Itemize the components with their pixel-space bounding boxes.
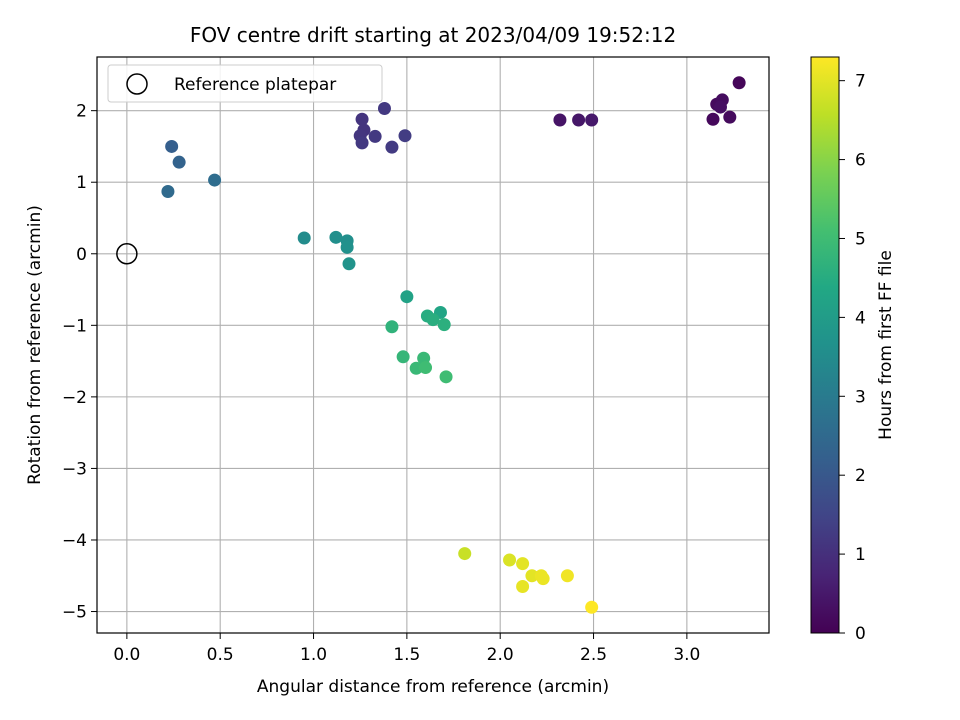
data-point xyxy=(355,136,369,150)
data-point xyxy=(297,231,311,245)
reference-platepar-marker xyxy=(116,243,138,265)
colorbar-tick-label: 2 xyxy=(855,466,866,486)
colorbar-tick-label: 7 xyxy=(855,72,866,92)
data-point xyxy=(525,569,539,583)
legend-box xyxy=(107,64,383,103)
x-tick-label: 2.5 xyxy=(580,645,607,665)
data-point xyxy=(355,112,369,126)
x-tick-label: 1.5 xyxy=(393,645,420,665)
data-point xyxy=(161,185,175,199)
colorbar-tick-label: 0 xyxy=(855,624,866,644)
data-point xyxy=(437,318,451,332)
data-point xyxy=(458,547,472,561)
y-tick-label: −1 xyxy=(62,316,87,336)
data-point xyxy=(340,240,354,254)
x-tick-label: 1.0 xyxy=(300,645,327,665)
data-point xyxy=(368,129,382,143)
legend-entry: Reference platepar xyxy=(174,75,336,95)
data-point xyxy=(723,110,737,124)
data-point xyxy=(503,553,517,567)
data-point xyxy=(439,370,453,384)
colorbar-frame xyxy=(810,56,840,634)
x-tick-label: 3.0 xyxy=(673,645,700,665)
data-point xyxy=(516,579,530,593)
data-point xyxy=(385,320,399,334)
y-axis-label: Rotation from reference (arcmin) xyxy=(25,205,45,485)
data-point xyxy=(426,313,440,327)
y-tick-label: 2 xyxy=(76,102,87,122)
data-point xyxy=(377,102,391,116)
data-point xyxy=(385,140,399,154)
plot-area xyxy=(97,57,769,633)
data-point xyxy=(419,361,433,375)
y-axis-ticks: 2 1 0 −1 −2 −3 −4 −5 xyxy=(62,102,97,623)
colorbar-label: Hours from first FF file xyxy=(876,250,896,440)
grid xyxy=(97,57,769,633)
y-tick-label: 0 xyxy=(76,245,87,265)
data-point xyxy=(400,290,414,304)
y-tick-label: −5 xyxy=(62,603,87,623)
y-tick-label: −4 xyxy=(62,531,87,551)
data-point xyxy=(572,113,586,127)
data-point xyxy=(732,76,746,90)
data-point xyxy=(585,113,599,127)
chart-title: FOV centre drift starting at 2023/04/09 … xyxy=(190,23,676,47)
data-point xyxy=(516,557,530,571)
colorbar-tick-label: 1 xyxy=(855,545,866,565)
data-point xyxy=(560,569,574,583)
data-point xyxy=(409,361,423,375)
colorbar-tick-label: 5 xyxy=(855,229,866,249)
colorbar-ticks: 0 1 2 3 4 5 6 7 xyxy=(839,72,866,644)
data-point xyxy=(706,112,720,126)
data-point xyxy=(713,100,727,114)
x-axis-label: Angular distance from reference (arcmin) xyxy=(257,677,609,697)
y-tick-label: −2 xyxy=(62,388,87,408)
legend: Reference platepar xyxy=(107,64,383,103)
data-point xyxy=(553,113,567,127)
data-point xyxy=(342,257,356,271)
plot-frame xyxy=(96,56,770,634)
data-points xyxy=(161,76,746,614)
data-point xyxy=(398,129,412,143)
data-point xyxy=(329,230,343,244)
data-point xyxy=(396,350,410,364)
colorbar-tick-label: 6 xyxy=(855,151,866,171)
colorbar-tick-label: 3 xyxy=(855,387,866,407)
data-point xyxy=(536,572,550,586)
y-tick-label: −3 xyxy=(62,459,87,479)
legend-reference-marker xyxy=(126,73,148,95)
colorbar-tick-label: 4 xyxy=(855,308,866,328)
data-point xyxy=(165,139,179,153)
x-tick-label: 2.0 xyxy=(487,645,514,665)
data-point xyxy=(585,600,599,614)
x-tick-label: 0.5 xyxy=(207,645,234,665)
data-point xyxy=(172,155,186,169)
y-tick-label: 1 xyxy=(76,173,87,193)
data-point xyxy=(208,173,222,187)
x-axis-ticks: 0.0 0.5 1.0 1.5 2.0 2.5 3.0 xyxy=(113,633,700,665)
x-tick-label: 0.0 xyxy=(113,645,140,665)
colorbar xyxy=(811,57,839,633)
